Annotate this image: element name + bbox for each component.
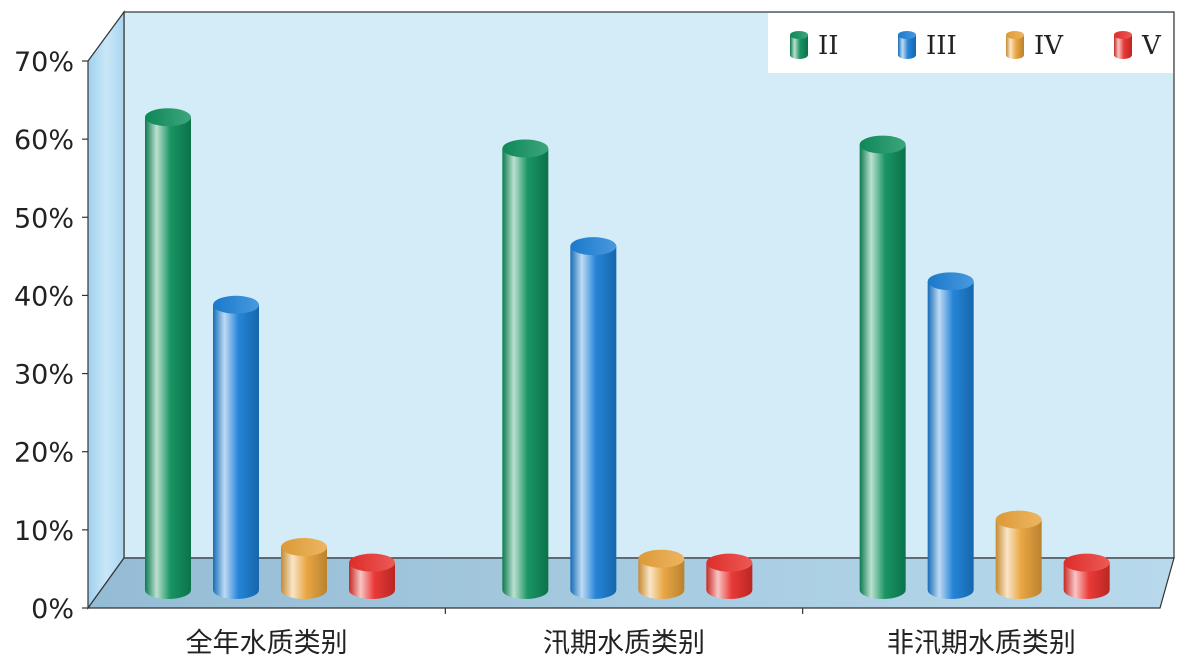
- bar-top: [349, 553, 395, 572]
- legend-swatch-top: [1006, 31, 1024, 39]
- legend-label: V: [1141, 31, 1162, 61]
- legend-swatch: [1006, 35, 1024, 59]
- bar-body: [349, 562, 395, 599]
- bar-V-2: [1063, 553, 1110, 599]
- legend-swatch-top: [898, 31, 916, 39]
- bar-body: [706, 562, 753, 599]
- bar-top: [1063, 553, 1110, 572]
- bar-body: [859, 144, 906, 600]
- legend-swatch: [898, 35, 916, 59]
- bar-body: [281, 547, 327, 599]
- chart-bars: [145, 108, 1110, 614]
- legend-label: III: [926, 31, 957, 61]
- y-tick-label: 20%: [14, 438, 74, 469]
- bar-top: [281, 538, 327, 557]
- bar-II-1: [502, 139, 549, 599]
- bar-body: [570, 246, 617, 599]
- bar-top: [927, 272, 974, 291]
- back-wall: [123, 11, 1175, 559]
- bar-body: [638, 558, 685, 599]
- bar-top: [570, 237, 617, 256]
- y-tick-label: 30%: [14, 360, 74, 391]
- legend-label: II: [818, 31, 839, 61]
- bar-top: [638, 549, 685, 568]
- bar-body: [502, 148, 549, 599]
- bar-top: [859, 135, 906, 154]
- x-tick-label: 全年水质类别: [186, 628, 348, 659]
- bar-body: [213, 304, 259, 599]
- bar-IV-0: [281, 538, 327, 599]
- x-axis-labels: 全年水质类别 汛期水质类别 非汛期水质类别: [186, 628, 1076, 659]
- legend-item: V: [1114, 31, 1162, 61]
- bar-body: [995, 519, 1042, 599]
- legend-swatch-top: [1114, 31, 1132, 39]
- bar-III-1: [570, 237, 617, 599]
- bar-III-0: [213, 295, 259, 599]
- left-wall: [87, 10, 125, 610]
- y-tick-label: 50%: [14, 203, 74, 234]
- legend: II III IV V: [768, 13, 1173, 73]
- bar-V-1: [706, 553, 753, 599]
- y-tick-label: 10%: [14, 516, 74, 547]
- y-tick-label: 0%: [31, 594, 74, 625]
- x-tick-label: 汛期水质类别: [543, 628, 705, 659]
- bar-V-0: [349, 553, 395, 599]
- bar-body: [1063, 562, 1110, 599]
- legend-swatch: [1114, 35, 1132, 59]
- bar-top: [502, 139, 549, 158]
- bar-body: [927, 281, 974, 599]
- bar-II-2: [859, 135, 906, 600]
- bar-II-0: [145, 108, 191, 599]
- bar-top: [706, 553, 753, 572]
- y-tick-label: 70%: [14, 47, 74, 78]
- legend-item: III: [898, 31, 957, 61]
- x-tick-label: 非汛期水质类别: [887, 628, 1076, 659]
- legend-label: IV: [1034, 31, 1064, 61]
- legend-swatch: [790, 35, 808, 59]
- y-axis: 0% 10% 20% 30% 40% 50% 60% 70%: [14, 47, 88, 625]
- legend-item: II: [790, 31, 839, 61]
- bar-III-2: [927, 272, 974, 599]
- chart-background: [86, 10, 1175, 610]
- y-tick-label: 60%: [14, 125, 74, 156]
- legend-item: IV: [1006, 31, 1064, 61]
- legend-box: [768, 13, 1173, 73]
- legend-swatch-top: [790, 31, 808, 39]
- bar-top: [213, 295, 259, 314]
- bar-body: [145, 117, 191, 599]
- bar-IV-2: [995, 510, 1042, 599]
- bar-top: [995, 510, 1042, 529]
- bar-top: [145, 108, 191, 127]
- bar-IV-1: [638, 549, 685, 599]
- y-tick-label: 40%: [14, 281, 74, 312]
